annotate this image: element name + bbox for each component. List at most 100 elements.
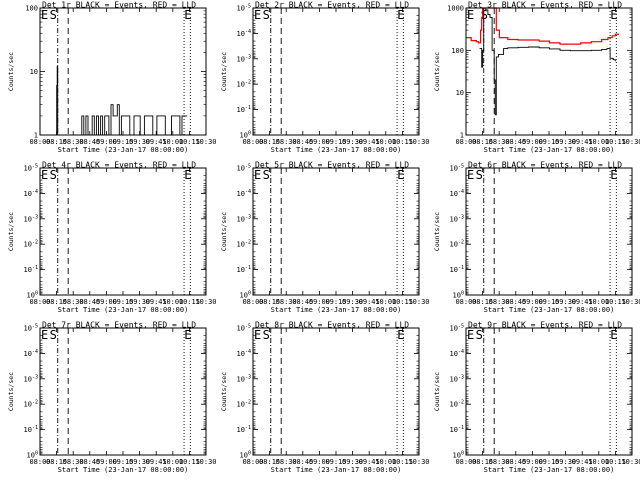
y-tick-label: 10-2 (450, 400, 464, 409)
x-tick-label: 10:15 (179, 298, 200, 306)
end-marker-e: E (184, 328, 191, 342)
x-axis-label: Start Time (23-Jan-17 08:00:00) (271, 466, 402, 474)
x-tick-label: 10:00 (588, 138, 609, 146)
x-tick-label: 10:30 (195, 458, 216, 466)
panel-det-6r: Det 6r BLACK = Events, RED = LLD Counts/s… (433, 161, 640, 315)
y-tick-label: 10-1 (24, 425, 38, 434)
x-tick-label: 08:15 (46, 458, 67, 466)
y-axis-label: Counts/sec (220, 52, 228, 91)
y-tick-label: 1 (34, 132, 38, 140)
end-marker-e: E (397, 168, 404, 182)
x-tick-label: 09:00 (522, 458, 543, 466)
x-tick-label: 08:00 (29, 458, 50, 466)
x-tick-label: 09:45 (146, 298, 167, 306)
x-axis-label: Start Time (23-Jan-17 08:00:00) (271, 146, 402, 154)
y-tick-label: 10-4 (450, 349, 464, 358)
y-tick-label: 10-4 (450, 189, 464, 198)
x-tick-label: 08:45 (292, 138, 313, 146)
plot-frame (252, 167, 420, 296)
x-tick-label: 08:15 (259, 298, 280, 306)
x-tick-label: 09:45 (146, 458, 167, 466)
y-axis-label: Counts/sec (7, 372, 15, 411)
y-tick-label: 10-3 (450, 374, 464, 383)
y-tick-label: 10-1 (450, 425, 464, 434)
x-tick-label: 10:30 (621, 298, 640, 306)
start-edge-marker: E (467, 8, 474, 22)
y-tick-label: 10-3 (24, 214, 38, 223)
x-tick-label: 08:30 (276, 298, 297, 306)
x-tick-label: 10:30 (195, 138, 216, 146)
y-tick-label: 100 (27, 451, 38, 460)
x-tick-label: 08:45 (505, 298, 526, 306)
plot-frame (39, 327, 207, 456)
y-tick-label: 10-2 (450, 240, 464, 249)
x-tick-label: 09:30 (342, 138, 363, 146)
x-tick-label: 09:00 (309, 458, 330, 466)
plot-frame (465, 167, 633, 296)
x-tick-label: 08:00 (455, 458, 476, 466)
x-tick-label: 10:30 (621, 458, 640, 466)
x-tick-label: 08:30 (276, 138, 297, 146)
start-edge-marker: E (254, 328, 261, 342)
start-marker-s: S (50, 168, 57, 182)
x-tick-label: 08:45 (505, 458, 526, 466)
start-marker-s: S (50, 8, 57, 22)
y-tick-label: 10-4 (237, 349, 251, 358)
end-marker-e: E (610, 328, 617, 342)
panel-title: Det 4r BLACK = Events, RED = LLD (42, 161, 196, 170)
plot-frame (252, 7, 420, 136)
x-tick-label: 08:00 (242, 298, 263, 306)
x-tick-label: 10:00 (162, 298, 183, 306)
x-tick-label: 08:15 (472, 138, 493, 146)
x-tick-label: 10:00 (375, 298, 396, 306)
x-tick-label: 08:30 (63, 458, 84, 466)
y-tick-label: 10-2 (237, 80, 251, 89)
series-line-0 (479, 7, 616, 116)
y-axis-label: Counts/sec (7, 52, 15, 91)
x-tick-label: 08:45 (79, 298, 100, 306)
y-tick-label: 10-1 (237, 265, 251, 274)
x-tick-label: 09:15 (112, 458, 133, 466)
start-edge-marker: E (41, 328, 48, 342)
x-tick-label: 09:15 (538, 138, 559, 146)
y-tick-label: 10-3 (237, 374, 251, 383)
x-tick-label: 10:30 (408, 138, 429, 146)
y-tick-label: 100 (240, 451, 251, 460)
y-tick-label: 10-2 (237, 400, 251, 409)
x-tick-label: 09:45 (359, 298, 380, 306)
start-edge-marker: E (41, 168, 48, 182)
x-tick-label: 09:30 (555, 458, 576, 466)
x-tick-label: 09:30 (342, 298, 363, 306)
end-marker-e: E (610, 168, 617, 182)
x-tick-label: 09:00 (96, 298, 117, 306)
end-marker-e: E (397, 328, 404, 342)
x-tick-label: 08:00 (242, 138, 263, 146)
y-tick-label: 10-1 (237, 425, 251, 434)
x-tick-label: 08:45 (292, 298, 313, 306)
x-tick-label: 09:00 (96, 138, 117, 146)
x-tick-label: 10:00 (162, 458, 183, 466)
panel-det-3r: Det 3r BLACK = Events, RED = LLD Counts/s… (433, 1, 640, 155)
panel-det-1r: Det 1r BLACK = Events, RED = LLD Counts/s… (7, 1, 217, 155)
x-tick-label: 08:15 (46, 138, 67, 146)
x-tick-label: 10:15 (605, 458, 626, 466)
x-tick-label: 10:00 (375, 458, 396, 466)
x-tick-label: 08:15 (259, 138, 280, 146)
panel-title: Det 1r BLACK = Events, RED = LLD (42, 1, 196, 10)
x-tick-label: 08:00 (242, 458, 263, 466)
plot-frame (39, 7, 207, 136)
x-tick-label: 09:00 (522, 298, 543, 306)
y-tick-label: 10-5 (237, 324, 251, 333)
x-tick-label: 08:30 (63, 298, 84, 306)
x-tick-label: 08:00 (29, 298, 50, 306)
panel-det-9r: Det 9r BLACK = Events, RED = LLD Counts/s… (433, 321, 640, 475)
y-tick-label: 1000 (447, 5, 464, 13)
x-tick-label: 10:00 (588, 298, 609, 306)
x-tick-label: 09:30 (555, 298, 576, 306)
x-axis-label: Start Time (23-Jan-17 08:00:00) (271, 306, 402, 314)
y-axis-label: Counts/sec (433, 212, 441, 251)
x-tick-label: 10:15 (392, 298, 413, 306)
start-edge-marker: E (467, 168, 474, 182)
y-tick-label: 1 (460, 132, 464, 140)
panel-title: Det 7r BLACK = Events, RED = LLD (42, 321, 196, 330)
